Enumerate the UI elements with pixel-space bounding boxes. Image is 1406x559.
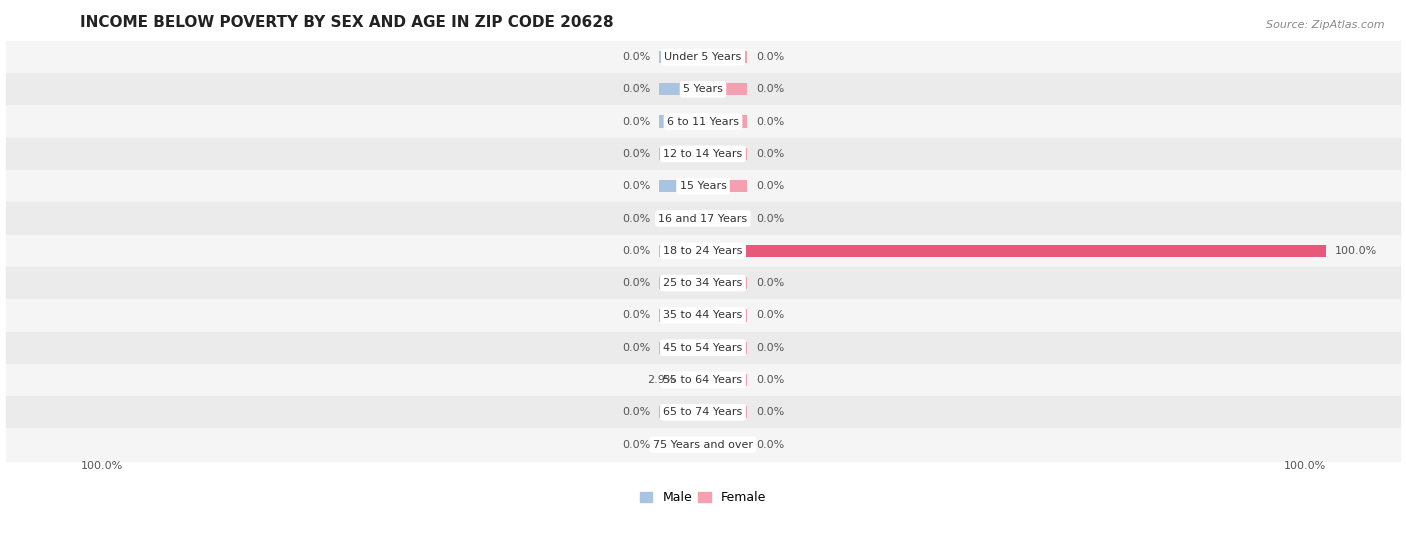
Text: 0.0%: 0.0% bbox=[621, 310, 650, 320]
Bar bbox=[6, 331, 1400, 364]
Text: 6 to 11 Years: 6 to 11 Years bbox=[666, 117, 740, 127]
Bar bbox=[659, 309, 703, 321]
Text: 0.0%: 0.0% bbox=[621, 149, 650, 159]
Text: 0.0%: 0.0% bbox=[621, 439, 650, 449]
Text: 0.0%: 0.0% bbox=[621, 343, 650, 353]
Bar bbox=[6, 428, 1400, 461]
Bar bbox=[659, 277, 703, 289]
Text: 0.0%: 0.0% bbox=[756, 181, 785, 191]
Text: 75 Years and over: 75 Years and over bbox=[652, 439, 754, 449]
Bar bbox=[6, 138, 1400, 170]
Bar bbox=[659, 148, 703, 160]
Bar bbox=[703, 148, 747, 160]
Text: Under 5 Years: Under 5 Years bbox=[665, 52, 741, 62]
Bar bbox=[703, 374, 747, 386]
Text: 55 to 64 Years: 55 to 64 Years bbox=[664, 375, 742, 385]
Text: 65 to 74 Years: 65 to 74 Years bbox=[664, 408, 742, 418]
Bar bbox=[6, 106, 1400, 138]
Text: 0.0%: 0.0% bbox=[756, 84, 785, 94]
Bar bbox=[659, 51, 703, 63]
Bar bbox=[659, 438, 703, 451]
Text: 15 Years: 15 Years bbox=[679, 181, 727, 191]
Bar bbox=[6, 267, 1400, 299]
Text: 25 to 34 Years: 25 to 34 Years bbox=[664, 278, 742, 288]
Text: 0.0%: 0.0% bbox=[621, 408, 650, 418]
Text: 0.0%: 0.0% bbox=[756, 149, 785, 159]
Text: 0.0%: 0.0% bbox=[621, 214, 650, 224]
Bar bbox=[703, 342, 747, 354]
Text: 35 to 44 Years: 35 to 44 Years bbox=[664, 310, 742, 320]
Bar bbox=[659, 116, 703, 128]
Text: 2.9%: 2.9% bbox=[647, 375, 676, 385]
Bar bbox=[6, 235, 1400, 267]
Bar bbox=[703, 116, 747, 128]
Text: 0.0%: 0.0% bbox=[756, 439, 785, 449]
Text: 0.0%: 0.0% bbox=[621, 278, 650, 288]
Bar bbox=[6, 396, 1400, 428]
Bar bbox=[6, 73, 1400, 106]
Text: 0.0%: 0.0% bbox=[621, 246, 650, 256]
Bar bbox=[703, 212, 747, 225]
Text: 0.0%: 0.0% bbox=[621, 117, 650, 127]
Bar bbox=[703, 51, 747, 63]
Text: INCOME BELOW POVERTY BY SEX AND AGE IN ZIP CODE 20628: INCOME BELOW POVERTY BY SEX AND AGE IN Z… bbox=[80, 15, 614, 30]
Text: 18 to 24 Years: 18 to 24 Years bbox=[664, 246, 742, 256]
Text: 0.0%: 0.0% bbox=[756, 52, 785, 62]
Text: 100.0%: 100.0% bbox=[1334, 246, 1378, 256]
Bar bbox=[659, 406, 703, 419]
Bar bbox=[703, 406, 747, 419]
Text: 12 to 14 Years: 12 to 14 Years bbox=[664, 149, 742, 159]
Text: 0.0%: 0.0% bbox=[756, 117, 785, 127]
Text: 0.0%: 0.0% bbox=[756, 408, 785, 418]
Text: 0.0%: 0.0% bbox=[756, 310, 785, 320]
Text: 0.0%: 0.0% bbox=[756, 375, 785, 385]
Bar bbox=[703, 277, 747, 289]
Bar bbox=[703, 180, 747, 192]
Text: 0.0%: 0.0% bbox=[621, 181, 650, 191]
Bar bbox=[659, 342, 703, 354]
Bar bbox=[685, 374, 703, 386]
Text: 0.0%: 0.0% bbox=[756, 343, 785, 353]
Bar bbox=[703, 438, 747, 451]
Text: 0.0%: 0.0% bbox=[756, 214, 785, 224]
Bar bbox=[703, 245, 1326, 257]
Text: 0.0%: 0.0% bbox=[621, 84, 650, 94]
Text: 0.0%: 0.0% bbox=[756, 278, 785, 288]
Text: 5 Years: 5 Years bbox=[683, 84, 723, 94]
Bar bbox=[6, 299, 1400, 331]
Bar bbox=[703, 309, 747, 321]
Legend: Male, Female: Male, Female bbox=[636, 486, 770, 509]
Text: 100.0%: 100.0% bbox=[1284, 461, 1326, 471]
Bar bbox=[659, 212, 703, 225]
Bar bbox=[6, 41, 1400, 73]
Bar bbox=[6, 170, 1400, 202]
Bar bbox=[6, 202, 1400, 235]
Bar bbox=[703, 83, 747, 96]
Bar bbox=[659, 245, 703, 257]
Bar bbox=[659, 83, 703, 96]
Text: 100.0%: 100.0% bbox=[80, 461, 122, 471]
Bar bbox=[659, 180, 703, 192]
Text: Source: ZipAtlas.com: Source: ZipAtlas.com bbox=[1267, 20, 1385, 30]
Text: 45 to 54 Years: 45 to 54 Years bbox=[664, 343, 742, 353]
Text: 0.0%: 0.0% bbox=[621, 52, 650, 62]
Text: 16 and 17 Years: 16 and 17 Years bbox=[658, 214, 748, 224]
Bar bbox=[6, 364, 1400, 396]
